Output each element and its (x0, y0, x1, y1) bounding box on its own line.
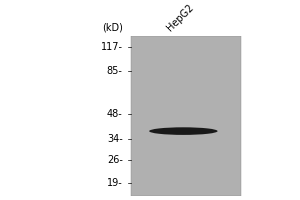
Text: (kD): (kD) (102, 23, 123, 33)
Text: 117-: 117- (100, 42, 123, 52)
Text: 85-: 85- (107, 66, 123, 76)
Ellipse shape (149, 127, 218, 135)
Text: 26-: 26- (107, 155, 123, 165)
Text: 34-: 34- (107, 134, 123, 144)
Bar (131, 36, 241, 196)
Text: HepG2: HepG2 (165, 2, 196, 33)
Text: 48-: 48- (107, 109, 123, 119)
Text: 19-: 19- (107, 178, 123, 188)
